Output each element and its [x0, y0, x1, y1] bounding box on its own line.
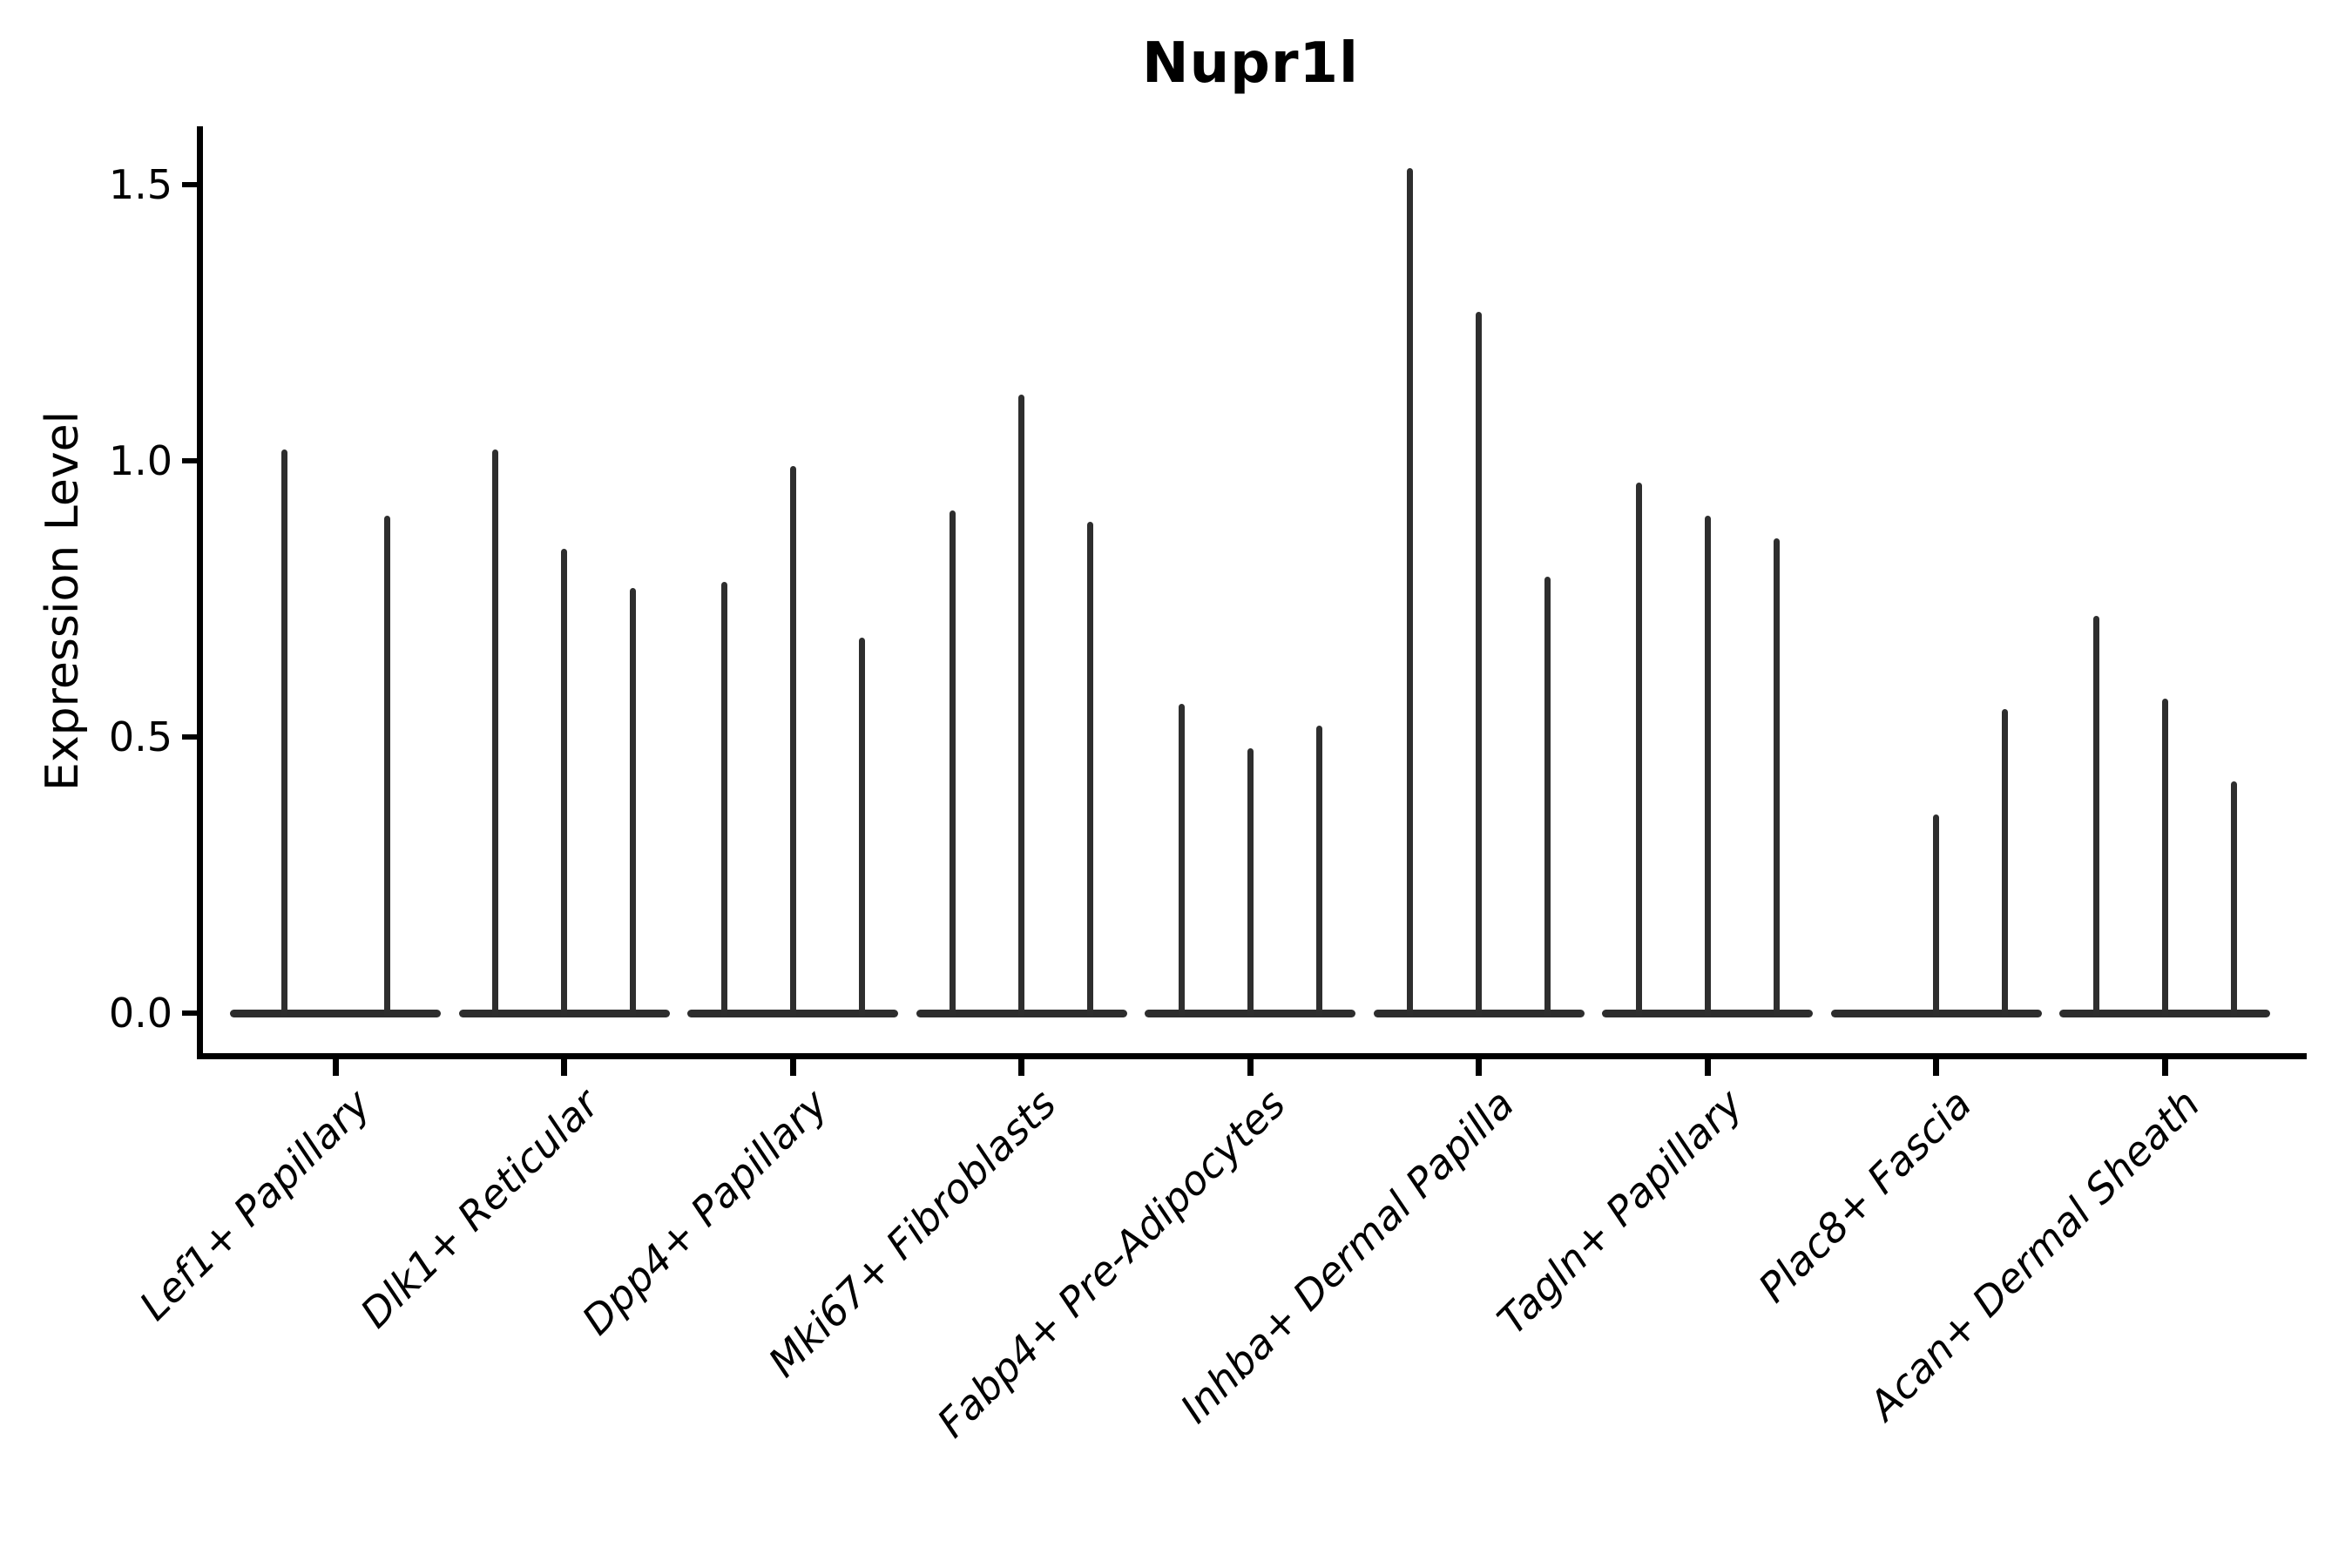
violin-spike — [950, 510, 956, 1017]
violin-baseline — [230, 1010, 441, 1017]
y-tick — [182, 458, 197, 463]
y-tick-label: 1.0 — [108, 437, 172, 484]
x-tick — [561, 1059, 568, 1076]
violin-spike — [383, 516, 390, 1017]
violin-spike — [2092, 615, 2099, 1017]
x-tick-label: Lef1+ Papillary — [130, 1080, 380, 1329]
y-tick — [182, 182, 197, 187]
violin-spike — [858, 637, 865, 1017]
y-axis-spine — [197, 126, 203, 1059]
violin-spike — [561, 549, 568, 1017]
violin-spike — [1407, 167, 1414, 1017]
y-tick-label: 1.5 — [108, 161, 172, 208]
x-tick — [1476, 1059, 1483, 1076]
y-tick-label: 0.5 — [108, 713, 172, 760]
violin-spike — [1704, 516, 1711, 1017]
x-tick — [1247, 1059, 1254, 1076]
violin-spike — [789, 466, 796, 1017]
violin-spike — [492, 449, 499, 1017]
violin-spike — [2230, 781, 2237, 1017]
x-tick-label: Dlk1+ Reticular — [351, 1080, 608, 1337]
violin-spike — [1476, 311, 1483, 1017]
violin-spike — [1773, 537, 1780, 1017]
violin-spike — [720, 582, 727, 1017]
violin-spike — [1178, 703, 1185, 1017]
y-tick — [182, 734, 197, 740]
violin-spike — [1018, 394, 1025, 1017]
x-axis-spine — [197, 1053, 2307, 1059]
violin-spike — [2161, 698, 2168, 1017]
violin-spike — [1544, 577, 1551, 1017]
violin-spike — [280, 449, 287, 1017]
chart-title: Nupr1l — [1142, 31, 1359, 96]
y-tick-label: 0.0 — [108, 990, 172, 1037]
violin-spike — [1635, 483, 1642, 1017]
x-tick-label: Dpp4+ Papillary — [572, 1080, 837, 1344]
x-tick — [2161, 1059, 2168, 1076]
violin-spike — [1315, 726, 1322, 1017]
violin-spike — [1087, 521, 1094, 1017]
x-tick — [1018, 1059, 1025, 1076]
violin-spike — [630, 587, 637, 1017]
x-tick — [1704, 1059, 1711, 1076]
violin-spike — [1247, 747, 1254, 1017]
y-tick — [182, 1010, 197, 1016]
violin-spike — [2002, 709, 2009, 1017]
x-tick — [332, 1059, 339, 1076]
x-tick-label: Plac8+ Fascia — [1748, 1080, 1981, 1312]
x-tick-label: Tagln+ Papillary — [1488, 1080, 1752, 1344]
x-tick — [789, 1059, 796, 1076]
violin-spike — [1933, 814, 1940, 1017]
x-tick — [1933, 1059, 1940, 1076]
